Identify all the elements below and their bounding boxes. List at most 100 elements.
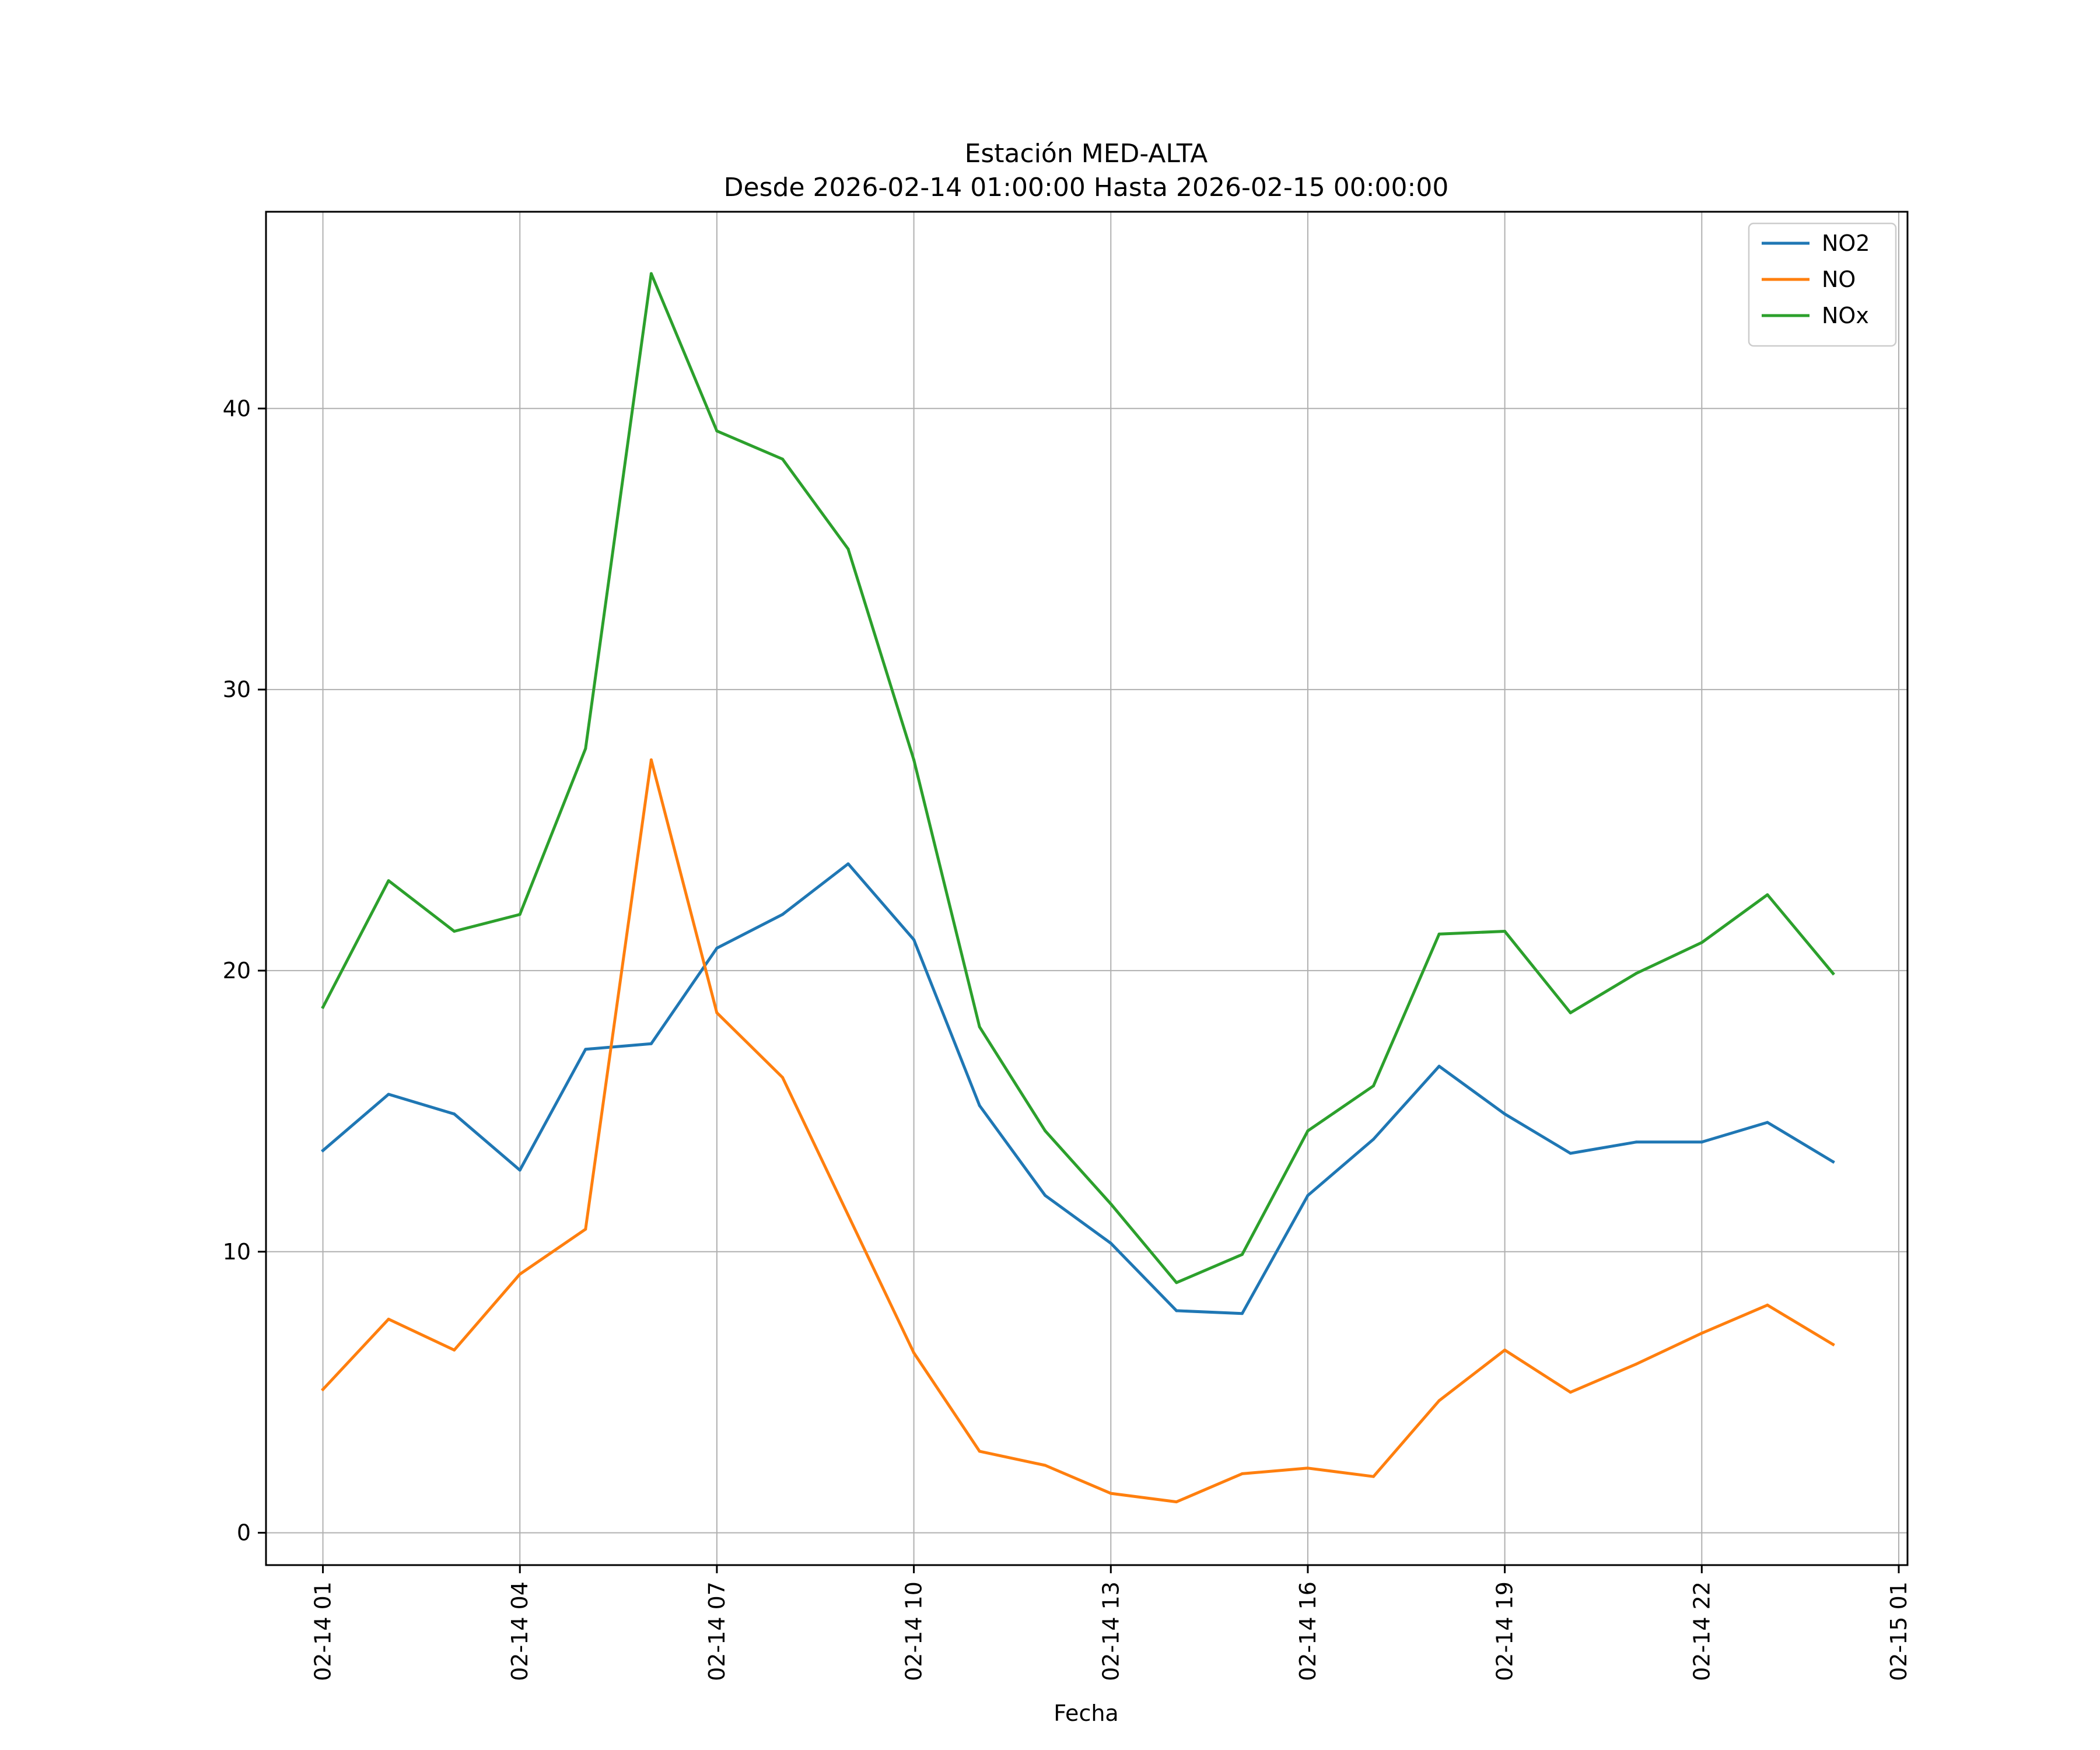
data-point-nox <box>780 457 784 461</box>
data-point-no2 <box>1831 1160 1835 1164</box>
x-tick-label: 02-14 07 <box>704 1581 730 1681</box>
data-point-no2 <box>978 1104 981 1107</box>
data-point-nox <box>518 913 522 916</box>
data-point-nox <box>846 547 850 551</box>
x-tick-label: 02-15 01 <box>1886 1581 1912 1681</box>
data-point-nox <box>1372 1084 1376 1087</box>
series-layer <box>321 272 1835 1504</box>
data-point-nox <box>321 1006 325 1009</box>
x-tick-label: 02-14 10 <box>901 1581 927 1681</box>
legend: NO2 NO NOx <box>1748 222 1897 347</box>
data-point-no2 <box>1109 1241 1112 1245</box>
legend-label-no: NO <box>1822 267 1856 292</box>
data-point-nox <box>584 747 587 750</box>
grid <box>266 212 1908 1565</box>
data-point-nox <box>1700 941 1703 944</box>
data-point-no2 <box>453 1112 456 1116</box>
data-point-nox <box>1044 1129 1047 1133</box>
data-point-no <box>387 1317 390 1321</box>
series-line-nox <box>321 272 1835 1284</box>
data-point-no2 <box>518 1168 522 1172</box>
x-tick-label: 02-14 19 <box>1492 1581 1518 1681</box>
data-point-no <box>1569 1391 1572 1394</box>
data-point-no <box>1437 1399 1441 1402</box>
data-point-no <box>1306 1466 1310 1470</box>
data-point-no <box>1766 1303 1769 1307</box>
data-point-no <box>978 1450 981 1453</box>
data-point-no2 <box>1044 1194 1047 1197</box>
data-point-no2 <box>912 938 916 942</box>
data-point-nox <box>1634 972 1638 975</box>
data-point-no2 <box>1240 1312 1244 1315</box>
y-tick-label: 40 <box>223 396 251 421</box>
data-point-nox <box>1306 1129 1310 1133</box>
y-tick-label: 0 <box>237 1520 251 1546</box>
chart-subtitle: Desde 2026-02-14 01:00:00 Hasta 2026-02-… <box>724 173 1449 202</box>
data-point-no <box>584 1227 587 1231</box>
data-point-no <box>780 1076 784 1079</box>
data-point-no <box>453 1348 456 1352</box>
data-point-nox <box>1503 929 1507 933</box>
data-point-no <box>1372 1475 1376 1478</box>
data-point-nox <box>387 879 390 883</box>
x-tick-label: 02-14 13 <box>1098 1581 1124 1681</box>
plot-area-frame <box>265 211 1909 1566</box>
data-point-nox <box>1437 932 1441 936</box>
data-point-no2 <box>584 1048 587 1051</box>
data-point-no <box>912 1351 916 1354</box>
x-tick-label: 02-14 04 <box>507 1581 533 1681</box>
data-point-nox <box>453 929 456 933</box>
y-tick-label: 20 <box>223 958 251 984</box>
data-point-nox <box>1831 972 1835 975</box>
data-point-nox <box>978 1025 981 1028</box>
y-tick-label: 30 <box>223 677 251 702</box>
legend-label-no2: NO2 <box>1822 230 1870 256</box>
series-line-no <box>321 758 1835 1504</box>
data-point-nox <box>912 758 916 762</box>
data-point-no <box>1831 1343 1835 1346</box>
data-point-no <box>1700 1331 1703 1335</box>
chart-title: Estación MED-ALTA <box>965 139 1208 169</box>
x-tick-label: 02-14 22 <box>1689 1581 1714 1681</box>
data-point-no <box>518 1272 522 1276</box>
legend-label-nox: NOx <box>1822 303 1869 328</box>
data-point-no <box>321 1388 325 1391</box>
x-axis: 02-14 01 02-14 04 02-14 07 02-14 10 02-14 13… <box>310 1565 1912 1681</box>
data-point-nox <box>715 429 719 433</box>
data-point-no2 <box>1437 1065 1441 1068</box>
data-point-no2 <box>846 862 850 866</box>
data-point-no2 <box>649 1042 653 1045</box>
data-point-no2 <box>1372 1138 1376 1141</box>
data-point-no <box>1044 1464 1047 1467</box>
data-point-no2 <box>387 1093 390 1096</box>
data-point-no <box>649 758 653 762</box>
data-point-no2 <box>1306 1194 1310 1197</box>
data-point-no2 <box>1175 1309 1178 1312</box>
x-tick-label: 02-14 16 <box>1295 1581 1321 1681</box>
data-point-no <box>1175 1500 1178 1504</box>
data-point-nox <box>1569 1011 1572 1014</box>
data-point-nox <box>1109 1202 1112 1206</box>
data-point-no2 <box>1569 1152 1572 1155</box>
series-line-no2 <box>321 862 1835 1315</box>
data-point-nox <box>1240 1253 1244 1256</box>
data-point-no <box>1503 1348 1507 1352</box>
data-point-nox <box>1766 893 1769 897</box>
data-point-no2 <box>1700 1140 1703 1144</box>
x-axis-label: Fecha <box>1054 1700 1118 1726</box>
y-axis: 0 10 20 30 40 <box>223 396 266 1546</box>
data-point-no <box>1109 1492 1112 1495</box>
data-point-nox <box>649 272 653 275</box>
x-tick-label: 02-14 01 <box>310 1581 336 1681</box>
data-point-no2 <box>780 913 784 916</box>
data-point-no <box>715 1011 719 1014</box>
data-point-no <box>1240 1472 1244 1475</box>
data-point-no <box>1634 1362 1638 1366</box>
data-point-no2 <box>715 946 719 950</box>
data-point-nox <box>1175 1281 1178 1284</box>
data-point-no2 <box>321 1149 325 1152</box>
data-point-no <box>846 1213 850 1217</box>
data-point-no2 <box>1634 1140 1638 1144</box>
y-tick-label: 10 <box>223 1239 251 1265</box>
